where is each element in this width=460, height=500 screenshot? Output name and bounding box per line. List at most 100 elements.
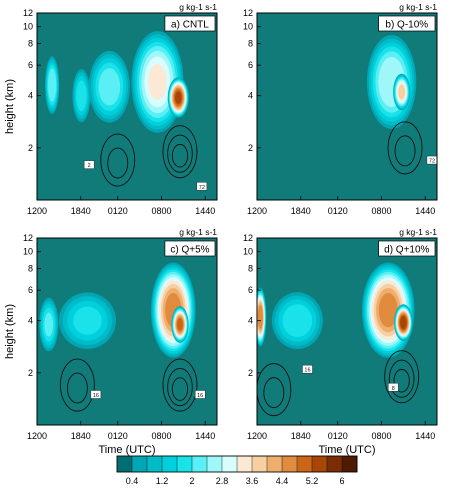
contour-line (263, 377, 285, 409)
shaded-level (177, 318, 183, 331)
colorbar-swatch (146, 455, 163, 473)
contour-line (100, 133, 136, 187)
colorbar: 0.4 1.2 2 2.8 3.6 4.4 5.2 6 (116, 455, 358, 486)
colorbar-label: 5.2 (306, 476, 319, 486)
plot-frame (36, 237, 218, 426)
contour-group (100, 125, 198, 187)
x-tick-label: 0120 (328, 206, 348, 216)
contour-line (171, 377, 189, 401)
colorbar-swatch (131, 455, 148, 473)
colorbar-swatch (116, 455, 133, 473)
y-tick-label: 2 (248, 143, 253, 153)
x-tick-label: 1840 (291, 206, 311, 216)
colorbar-swatch (176, 455, 193, 473)
y-tick-label: 2 (248, 368, 253, 378)
y-tick-label: 10 (23, 22, 33, 32)
panel-1: 72 2 a) CNTL g kg-1 s-1 2 4 6 8 10 12 1200 1840 0120… (4, 2, 218, 216)
y-tick-label: 6 (248, 60, 253, 70)
shaded-field (257, 262, 415, 358)
units-label: g kg-1 s-1 (399, 227, 437, 237)
contour-line (107, 147, 129, 179)
shaded-level (44, 312, 54, 337)
contour-group (387, 121, 423, 175)
contour-line (387, 121, 423, 175)
contour-line (59, 358, 95, 412)
plot-frame (256, 12, 438, 201)
x-tick-label: 0120 (108, 431, 128, 441)
units-label: g kg-1 s-1 (179, 2, 217, 12)
contour-label-box (388, 383, 399, 392)
colorbar-swatch (326, 455, 343, 473)
shaded-level (48, 68, 57, 102)
shaded-level (378, 292, 398, 328)
y-tick-label: 4 (248, 91, 253, 101)
y-tick-label: 12 (243, 233, 253, 243)
colorbar-swatch (251, 455, 268, 473)
panel-label: d) Q+10% (384, 245, 429, 256)
panel-label: b) Q-10% (385, 20, 428, 31)
contour-line (393, 368, 410, 393)
y-tick-label: 4 (248, 316, 253, 326)
x-tick-label: 1440 (415, 431, 435, 441)
y-tick-label: 6 (28, 60, 33, 70)
colorbar-label: 2.8 (216, 476, 229, 486)
shaded-level (257, 305, 263, 329)
y-tick-label: 12 (23, 8, 33, 18)
colorbar-swatch (236, 455, 253, 473)
x-tick-label: 1440 (195, 431, 215, 441)
contour-line (257, 363, 292, 417)
contour-group (257, 350, 420, 417)
x-tick-label: 1840 (291, 431, 311, 441)
shaded-level (175, 91, 182, 104)
x-tick-label: 1200 (247, 206, 267, 216)
x-tick-label: 0800 (151, 431, 171, 441)
colorbar-swatch (296, 455, 313, 473)
contour-line (384, 350, 420, 404)
x-tick-label: 1200 (27, 206, 47, 216)
y-tick-label: 12 (23, 233, 33, 243)
shaded-level (282, 304, 313, 338)
x-axis-title: Time (UTC) (98, 444, 155, 456)
contour-label-box (90, 390, 102, 399)
y-tick-label: 4 (28, 91, 33, 101)
units-label: g kg-1 s-1 (179, 227, 217, 237)
panel-label-box (164, 15, 216, 32)
x-tick-label: 1440 (195, 206, 215, 216)
colorbar-label: 2 (189, 476, 194, 486)
contour-label: 16 (93, 393, 99, 399)
colorbar-swatch (161, 455, 178, 473)
colorbar-swatch (311, 455, 328, 473)
x-tick-label: 1440 (415, 206, 435, 216)
contour-label: 16 (197, 393, 203, 399)
x-tick-label: 1200 (27, 431, 47, 441)
y-tick-label: 10 (243, 22, 253, 32)
panel-3: 16 16 c) Q+5% g kg-1 s-1 2 4 6 8 10 12 1200 1840 012… (4, 227, 218, 456)
panel-label-box (378, 15, 436, 32)
panel-label: c) Q+5% (170, 245, 209, 256)
shaded-level (73, 306, 102, 335)
x-tick-label: 1200 (247, 431, 267, 441)
x-tick-label: 0120 (108, 206, 128, 216)
contour-line (167, 367, 193, 407)
shaded-level (98, 68, 121, 106)
y-tick-label: 12 (243, 8, 253, 18)
colorbar-swatch (281, 455, 298, 473)
contour-label: 72 (199, 185, 205, 191)
y-axis-title: height (km) (4, 79, 16, 134)
colorbar-swatch (206, 455, 223, 473)
y-tick-label: 10 (243, 247, 253, 257)
colorbar-swatch (266, 455, 283, 473)
plot-frame (36, 12, 218, 201)
shaded-field (45, 31, 189, 133)
colorbar-label: 6 (339, 476, 344, 486)
shaded-level (398, 84, 406, 100)
panel-4: 8 16 d) Q+10% g kg-1 s-1 2 4 6 8 10 12 1200 1840 012… (243, 227, 438, 456)
contour-label: 2 (88, 163, 91, 169)
colorbar-label: 0.4 (126, 476, 139, 486)
colorbar-swatch (191, 455, 208, 473)
colorbar-frame (116, 455, 358, 473)
shaded-field (39, 262, 196, 358)
contour-line (162, 358, 198, 412)
colorbar-label: 3.6 (246, 476, 259, 486)
shaded-level (76, 80, 87, 112)
